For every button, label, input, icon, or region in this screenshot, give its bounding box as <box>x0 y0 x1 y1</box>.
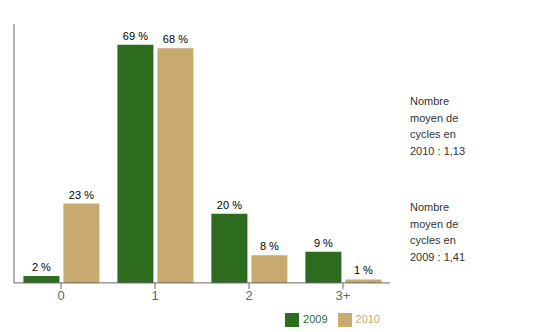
html-text:Nombre moyen de cycles en 2009: Nombre moyen de cycles en 2009 : 1,41 <box>410 201 466 263</box>
html-text:2009: 2009 <box>303 312 328 325</box>
svg-text:0: 0 <box>57 288 64 303</box>
svg-text:8 %: 8 % <box>260 240 279 252</box>
svg-text:20 %: 20 % <box>217 199 242 211</box>
svg-text:3+: 3+ <box>336 288 351 303</box>
svg-text:69 %: 69 % <box>123 30 148 42</box>
svg-text:68 %: 68 % <box>163 33 188 45</box>
svg-text:9 %: 9 % <box>314 237 333 249</box>
svg-text:2 %: 2 % <box>32 261 51 273</box>
svg-text:23 %: 23 % <box>69 189 94 201</box>
html-text:2010: 2010 <box>355 312 380 325</box>
svg-text:1 %: 1 % <box>354 264 373 276</box>
svg-text:1: 1 <box>151 288 158 303</box>
html-text:Nombre moyen de cycles en 2010: Nombre moyen de cycles en 2010 : 1,13 <box>410 95 466 157</box>
svg-text:2: 2 <box>245 288 252 303</box>
